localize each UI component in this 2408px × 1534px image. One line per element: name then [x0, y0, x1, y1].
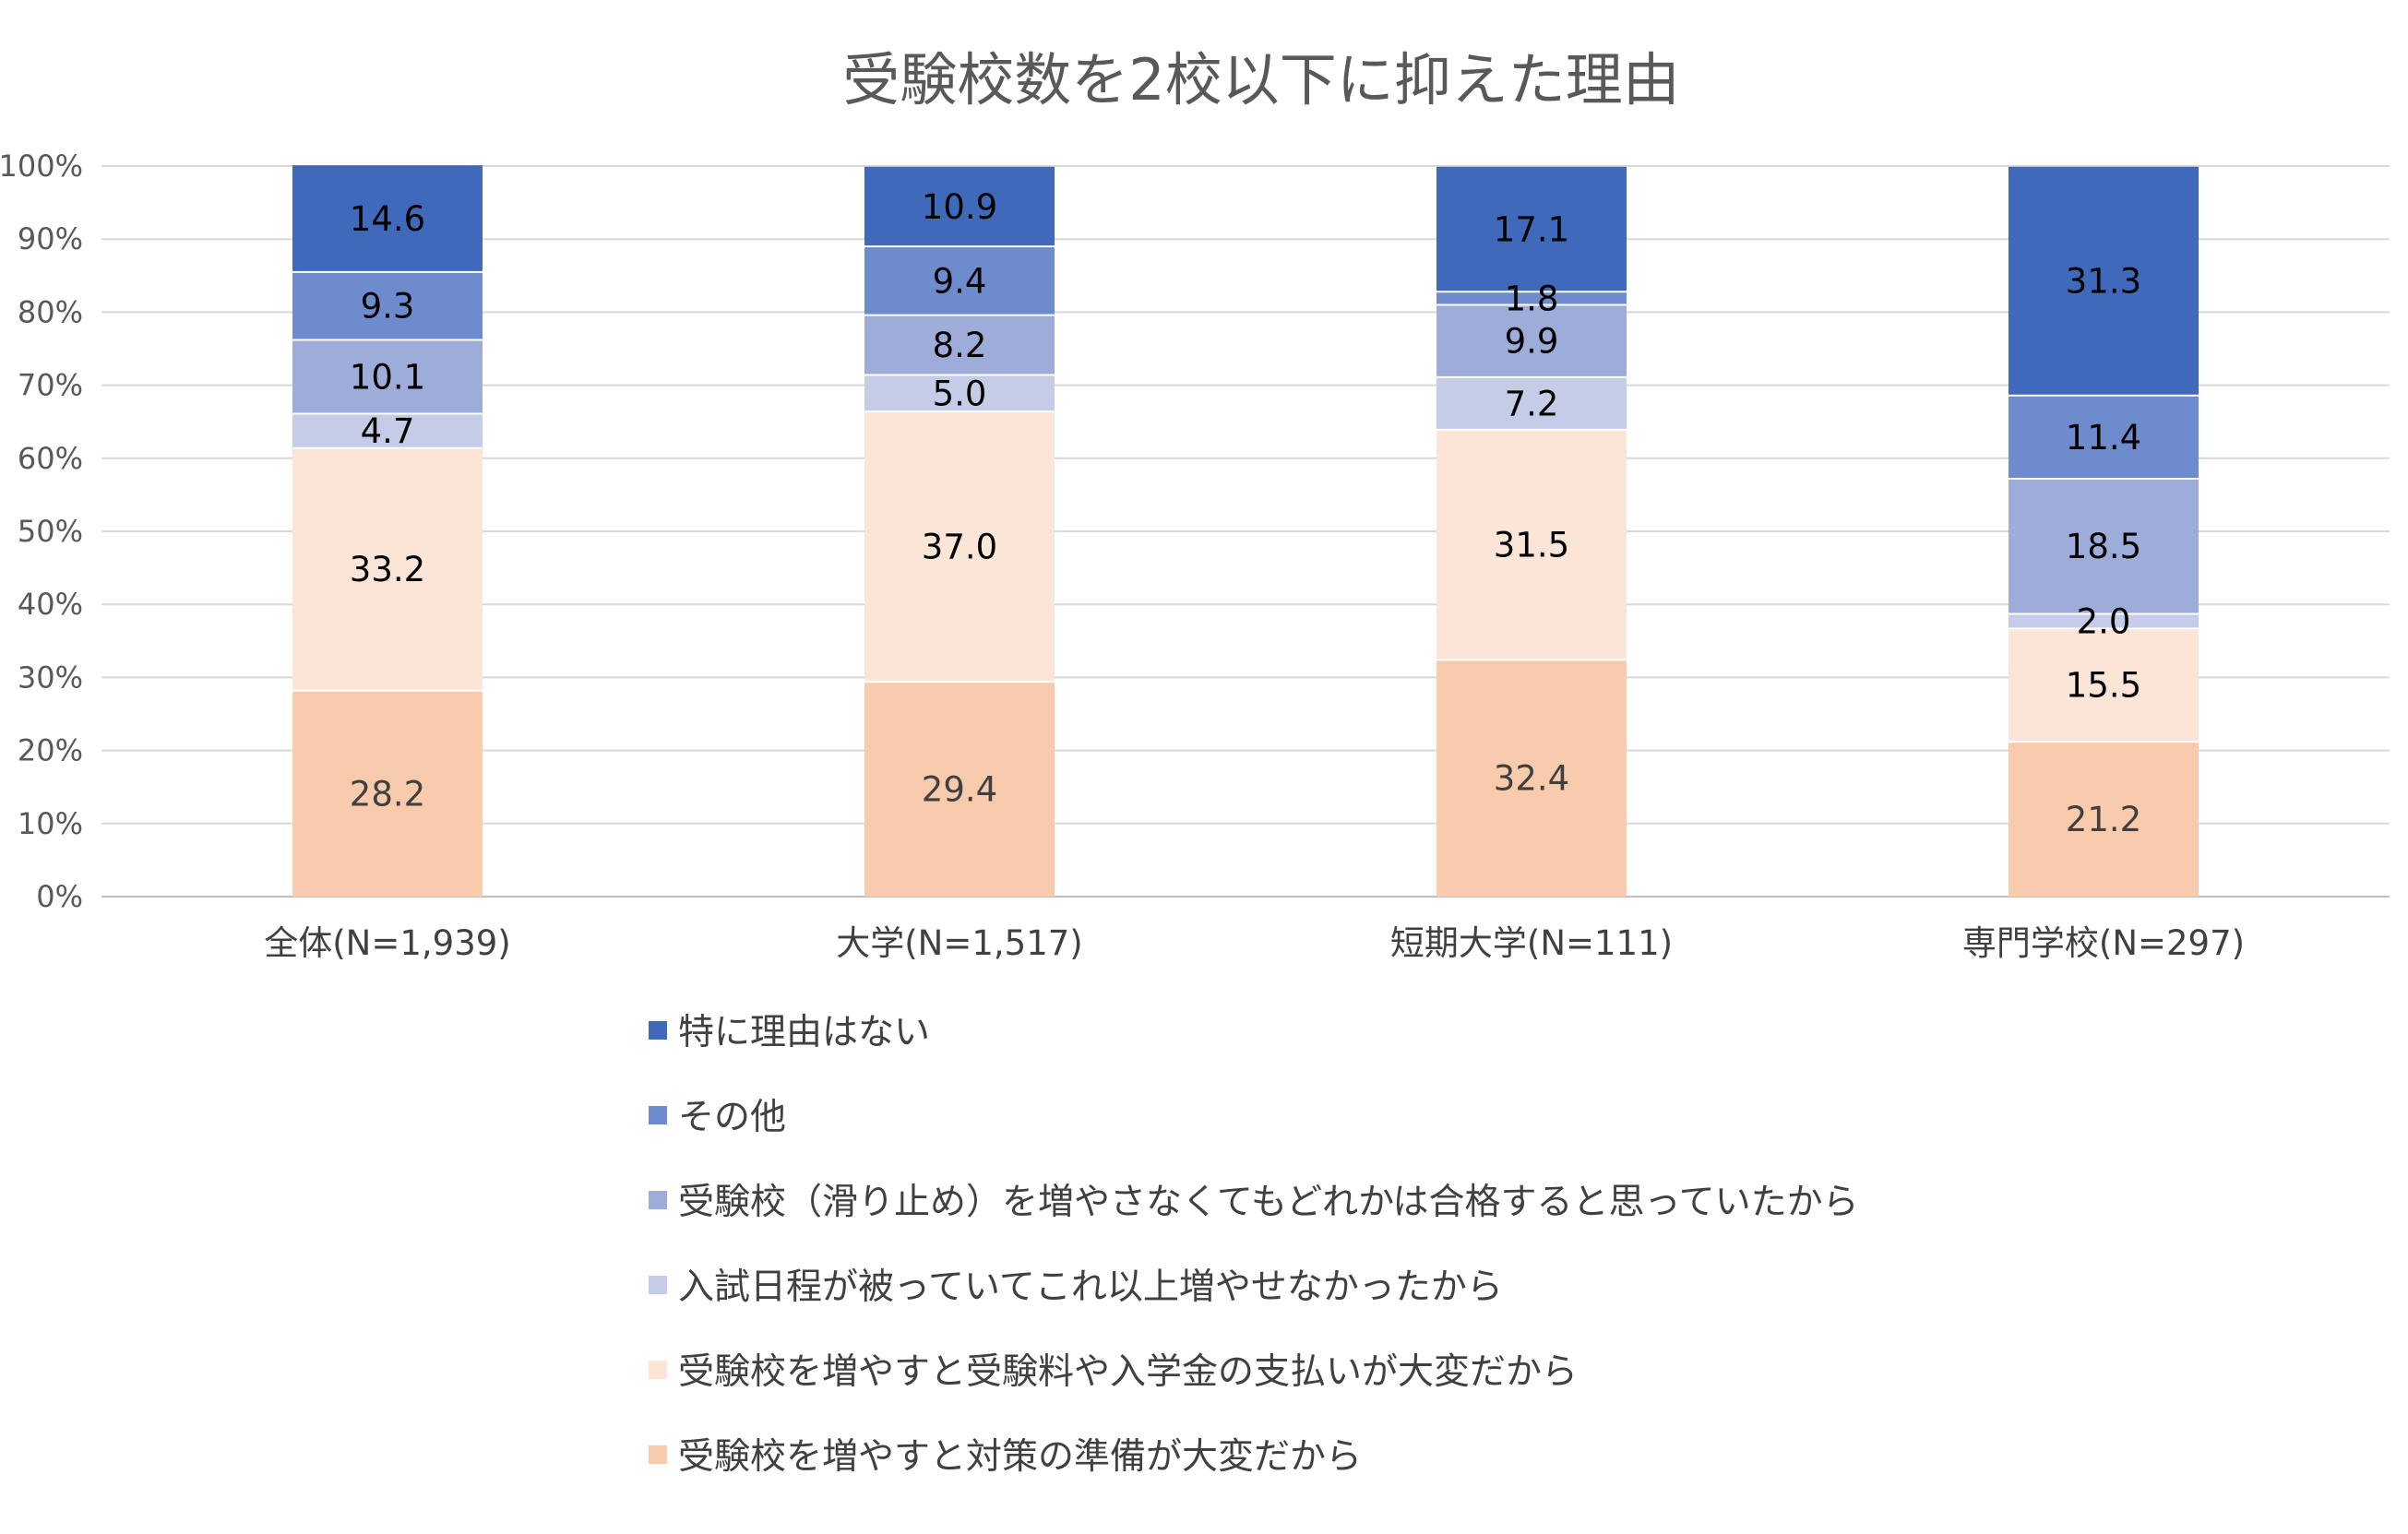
bar-segment	[1436, 376, 1627, 430]
data-label: 8.2	[933, 326, 987, 365]
data-label: 9.4	[933, 261, 987, 301]
data-label: 21.2	[2066, 800, 2141, 839]
bar-segment	[864, 315, 1055, 375]
data-label: 5.0	[933, 374, 987, 413]
x-axis: 全体(N=1,939) 大学(N=1,517) 短期大学(N=111) 専門学校(N=…	[264, 923, 2245, 963]
y-tick-label: 70%	[18, 368, 83, 403]
data-label: 10.9	[922, 187, 997, 227]
bar-segment	[1436, 429, 1627, 660]
legend-swatch	[649, 1191, 667, 1209]
data-labels: 28.2 33.2 4.7 10.1 9.3 14.6 29.4 37.0 5.0 8.2 9.4 1…	[350, 187, 2141, 839]
bar-segment	[292, 413, 483, 448]
data-label: 31.3	[2066, 262, 2141, 302]
bar-segment	[864, 166, 1055, 247]
data-label: 1.8	[1505, 279, 1559, 318]
bars	[292, 165, 2199, 897]
y-tick-label: 0%	[36, 879, 83, 914]
data-label: 31.5	[1494, 526, 1569, 565]
legend-label: 受験校（滑り止め）を増やさなくてもどれかは合格すると思っていたから	[678, 1182, 1859, 1223]
data-label: 4.7	[361, 411, 415, 451]
chart-title: 受験校数を2校以下に抑えた理由	[842, 46, 1679, 113]
legend: 特に理由はないその他受験校（滑り止め）を増やさなくてもどれかは合格すると思ってい…	[649, 1012, 1859, 1478]
y-axis: 0% 10% 20% 30% 40% 50% 60% 70% 80% 90% 100%	[0, 149, 83, 914]
bar-segment	[292, 339, 483, 414]
data-label: 15.5	[2066, 666, 2141, 706]
bar-segment	[864, 411, 1055, 683]
bar-segment	[864, 682, 1055, 897]
legend-swatch	[649, 1106, 667, 1124]
bar-segment	[292, 447, 483, 691]
data-label: 18.5	[2066, 527, 2141, 566]
bar-segment	[1436, 660, 1627, 897]
data-label: 37.0	[922, 528, 997, 567]
data-label: 28.2	[350, 774, 425, 814]
bar-segment	[292, 165, 483, 272]
legend-label: 入試日程が被っていてこれ以上増やせなかったから	[678, 1266, 1503, 1308]
data-label: 33.2	[350, 550, 425, 589]
y-tick-label: 40%	[18, 587, 83, 622]
bar-segment	[292, 271, 483, 340]
legend-swatch	[649, 1021, 667, 1040]
y-tick-label: 60%	[18, 441, 83, 476]
y-tick-label: 20%	[18, 733, 83, 768]
y-tick-label: 100%	[0, 149, 83, 184]
bar-segment	[2009, 395, 2199, 479]
legend-swatch	[649, 1445, 667, 1464]
y-tick-label: 50%	[18, 514, 83, 549]
y-tick-label: 90%	[18, 221, 83, 256]
data-label: 11.4	[2066, 418, 2141, 458]
data-label: 14.6	[350, 199, 425, 239]
x-tick-label: 専門学校(N=297)	[1962, 923, 2245, 963]
data-label: 9.3	[361, 287, 415, 327]
legend-swatch	[649, 1276, 667, 1294]
bar-segment	[2009, 742, 2199, 897]
data-label: 7.2	[1505, 384, 1559, 423]
legend-label: 受験校を増やすと対策の準備が大変だから	[678, 1436, 1362, 1478]
y-tick-label: 30%	[18, 660, 83, 695]
bar-segment	[864, 375, 1055, 412]
bar-segment	[2009, 166, 2199, 396]
data-label: 32.4	[1494, 759, 1569, 799]
y-tick-label: 10%	[18, 806, 83, 841]
y-tick-label: 80%	[18, 294, 83, 329]
bar-segment	[1436, 304, 1627, 377]
bar-segment	[1436, 166, 1627, 292]
data-label: 10.1	[350, 357, 425, 397]
bar-segment	[2009, 628, 2199, 743]
gridlines	[101, 165, 2390, 898]
bar-segment	[1436, 291, 1627, 305]
x-tick-label: 全体(N=1,939)	[264, 923, 510, 963]
bar-segment	[2009, 478, 2199, 614]
legend-label: 受験校を増やすと受験料や入学金の支払いが大変だから	[678, 1351, 1578, 1393]
legend-label: 特に理由はない	[678, 1012, 930, 1053]
bar-segment	[864, 246, 1055, 315]
legend-label: その他	[678, 1097, 786, 1138]
bar-segment	[2009, 613, 2199, 629]
bar-segment	[292, 690, 483, 897]
data-label: 2.0	[2077, 601, 2131, 641]
x-tick-label: 短期大学(N=111)	[1390, 923, 1673, 963]
data-label: 17.1	[1494, 210, 1569, 250]
data-label: 9.9	[1505, 322, 1559, 362]
legend-swatch	[649, 1361, 667, 1379]
data-label: 29.4	[922, 770, 997, 810]
x-tick-label: 大学(N=1,517)	[836, 923, 1082, 963]
